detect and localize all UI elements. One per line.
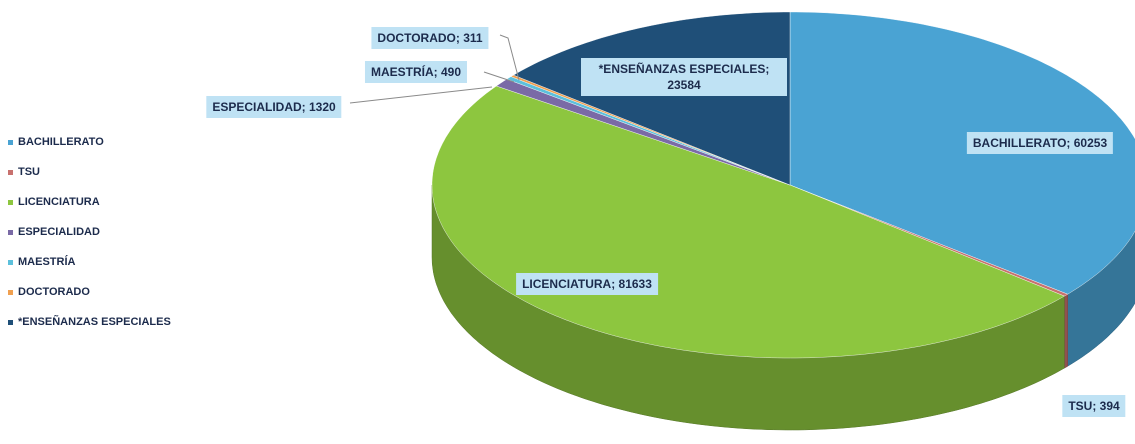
legend-swatch <box>8 199 13 205</box>
data-label: LICENCIATURA; 81633 <box>516 273 658 295</box>
legend-entry: TSU <box>8 166 40 178</box>
legend-label: *ENSEÑANZAS ESPECIALES <box>18 316 171 328</box>
legend-swatch <box>8 139 13 145</box>
legend-entry: MAESTRÍA <box>8 256 75 268</box>
data-label: DOCTORADO; 311 <box>371 27 489 49</box>
data-label: ESPECIALIDAD; 1320 <box>206 96 342 118</box>
legend-entry: ESPECIALIDAD <box>8 226 100 238</box>
legend-entry: BACHILLERATO <box>8 136 104 148</box>
data-label: TSU; 394 <box>1062 395 1126 417</box>
legend-swatch <box>8 259 13 265</box>
data-label: *ENSEÑANZAS ESPECIALES; 23584 <box>581 58 787 96</box>
legend-label: ESPECIALIDAD <box>18 226 100 238</box>
legend-label: BACHILLERATO <box>18 136 104 148</box>
legend-label: TSU <box>18 166 40 178</box>
leader-line <box>349 86 493 104</box>
legend-entry: *ENSEÑANZAS ESPECIALES <box>8 316 171 328</box>
leader-line <box>483 71 515 83</box>
legend-entry: DOCTORADO <box>8 286 90 298</box>
legend-swatch <box>8 169 13 175</box>
slice-side <box>1064 293 1068 369</box>
data-label: BACHILLERATO; 60253 <box>966 132 1114 154</box>
legend-entry: LICENCIATURA <box>8 196 100 208</box>
legend-label: MAESTRÍA <box>18 256 76 268</box>
slice <box>789 11 1135 295</box>
data-label: MAESTRÍA; 490 <box>364 61 468 83</box>
legend-label: DOCTORADO <box>18 286 90 298</box>
slice <box>513 11 791 186</box>
legend-swatch <box>8 319 13 325</box>
leader-line <box>499 34 520 81</box>
legend-swatch <box>8 289 13 295</box>
legend-label: LICENCIATURA <box>18 196 100 208</box>
legend-swatch <box>8 229 13 235</box>
